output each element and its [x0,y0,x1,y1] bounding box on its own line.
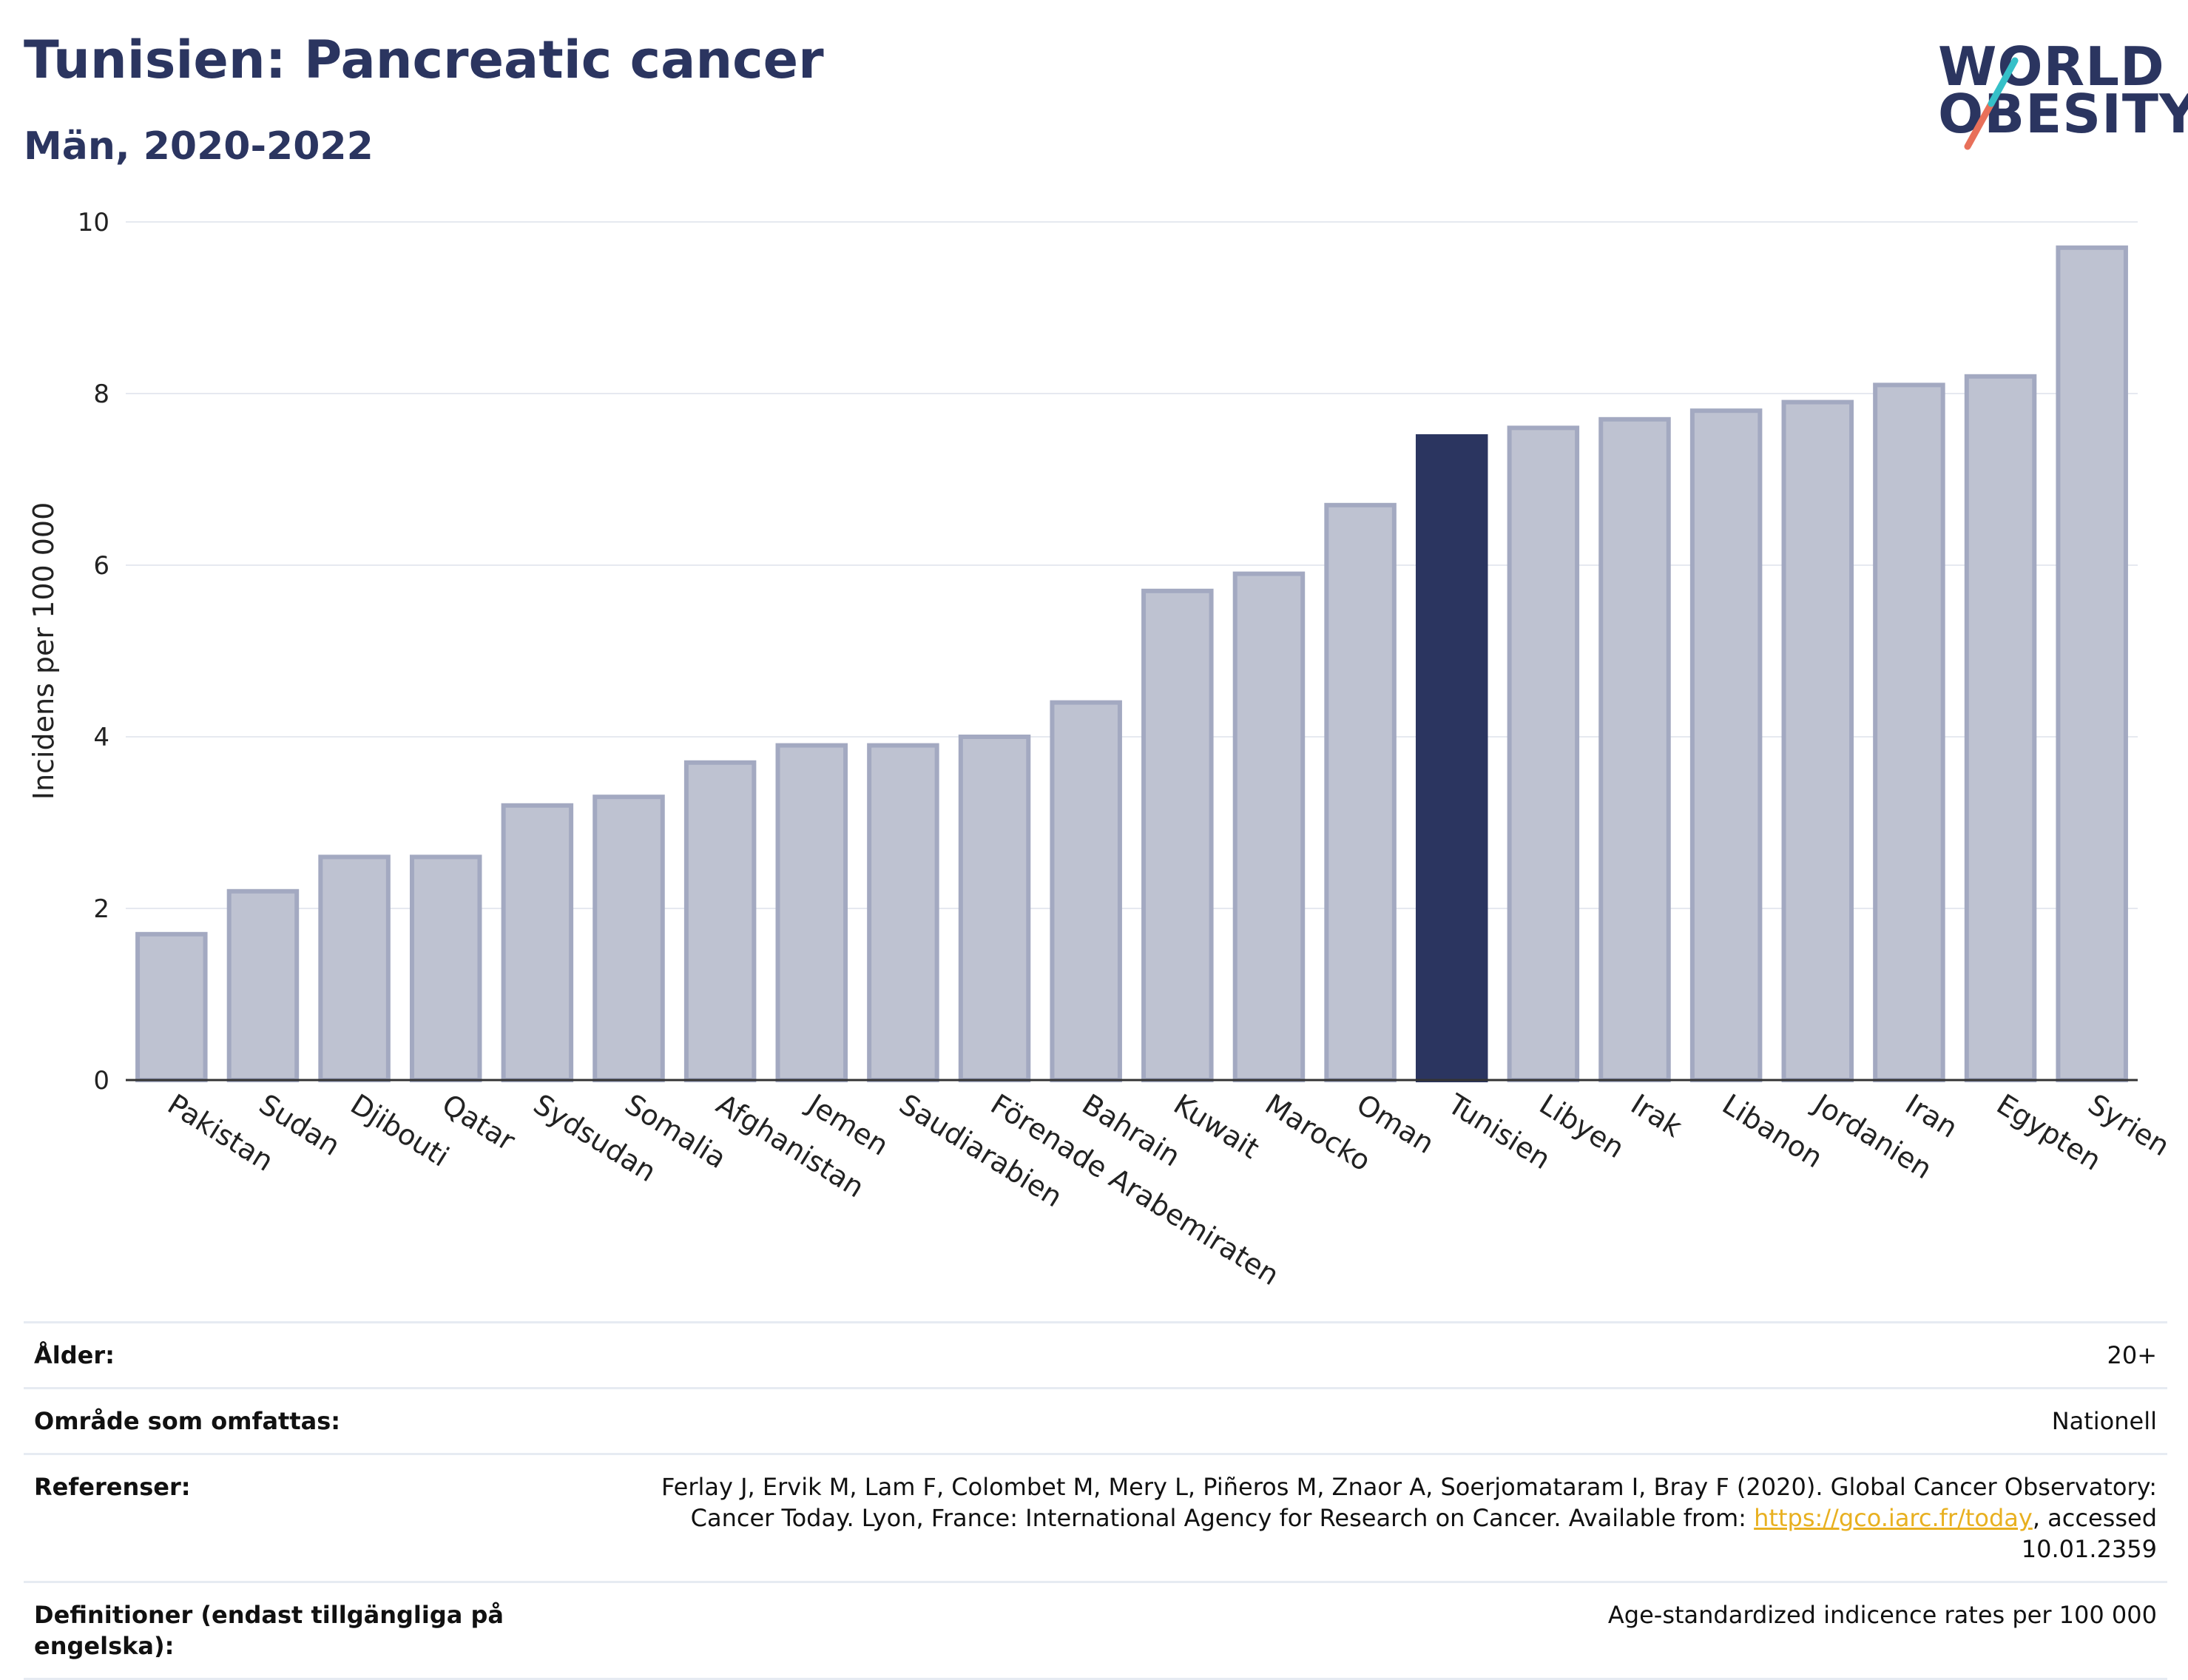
y-tick-label: 10 [78,208,109,237]
bar [1507,425,1580,1082]
logo-line-1: WORLD [1938,36,2165,98]
bar-highlight [1415,434,1488,1082]
info-row-definitions: Definitioner (endast tillgängliga på eng… [24,1581,2167,1680]
reference-accessed: , accessed 10.01.2359 [2021,1504,2157,1563]
info-table: Ålder: 20+ Område som omfattas: Nationel… [24,1321,2167,1680]
x-tick-label: Libanon [1717,1087,1829,1174]
bar [1324,502,1397,1082]
y-tick-label: 2 [93,894,109,924]
bar [867,743,939,1082]
reference-text: Ferlay J, Ervik M, Lam F, Colombet M, Me… [661,1473,2157,1532]
bar [1689,408,1763,1082]
bar [958,735,1031,1082]
y-tick-label: 0 [93,1066,109,1096]
y-tick-label: 6 [93,551,109,581]
info-label-references: Referenser: [34,1473,191,1501]
reference-link[interactable]: https://gco.iarc.fr/today [1754,1504,2033,1532]
bar [592,795,665,1082]
info-value-definitions: Age-standardized indicence rates per 100… [1607,1601,2157,1629]
x-tick-label: Egypten [1991,1087,2107,1177]
chart-subtitle: Män, 2020-2022 [24,124,374,169]
bar [226,888,300,1082]
bar [1873,382,1945,1082]
bar [318,854,391,1083]
bar [1598,416,1671,1082]
bar [1964,374,2037,1083]
x-tick-label: Djibouti [345,1087,454,1173]
y-axis-label: Incidens per 100 000 [27,502,60,800]
bar [1141,588,1214,1082]
world-obesity-logo: WORLD OBESITY [1938,36,2188,161]
bar [2056,245,2128,1082]
chart-title: Tunisien: Pancreatic cancer [24,30,824,90]
y-tick-label: 8 [93,379,109,409]
info-value-age: 20+ [2107,1341,2157,1369]
x-tick-label: Iran [1900,1087,1963,1144]
x-tick-label: Kuwait [1168,1087,1265,1165]
info-value-area: Nationell [2051,1407,2157,1435]
info-value-references: Ferlay J, Ervik M, Lam F, Colombet M, Me… [604,1471,2157,1565]
info-row-age: Ålder: 20+ [24,1321,2167,1387]
y-tick-label: 4 [93,723,109,752]
info-row-references: Referenser: Ferlay J, Ervik M, Lam F, Co… [24,1453,2167,1581]
bar [409,854,482,1083]
logo-line-2: OBESITY [1938,83,2188,145]
info-row-area: Område som omfattas: Nationell [24,1387,2167,1453]
bar [135,931,208,1082]
bar [775,743,848,1082]
bar [1781,399,1854,1083]
bar [1050,700,1122,1082]
bar [1232,571,1306,1082]
x-tick-label: Tunisien [1442,1087,1556,1175]
info-label-definitions: Definitioner (endast tillgängliga på eng… [34,1601,504,1660]
x-tick-label: Marocko [1260,1087,1377,1178]
bar [501,803,574,1082]
x-tick-label: Irak [1625,1087,1687,1144]
logo-slash-icon [1964,57,2019,150]
bar [683,760,757,1082]
info-label-age: Ålder: [34,1341,115,1369]
info-label-area: Område som omfattas: [34,1407,341,1435]
